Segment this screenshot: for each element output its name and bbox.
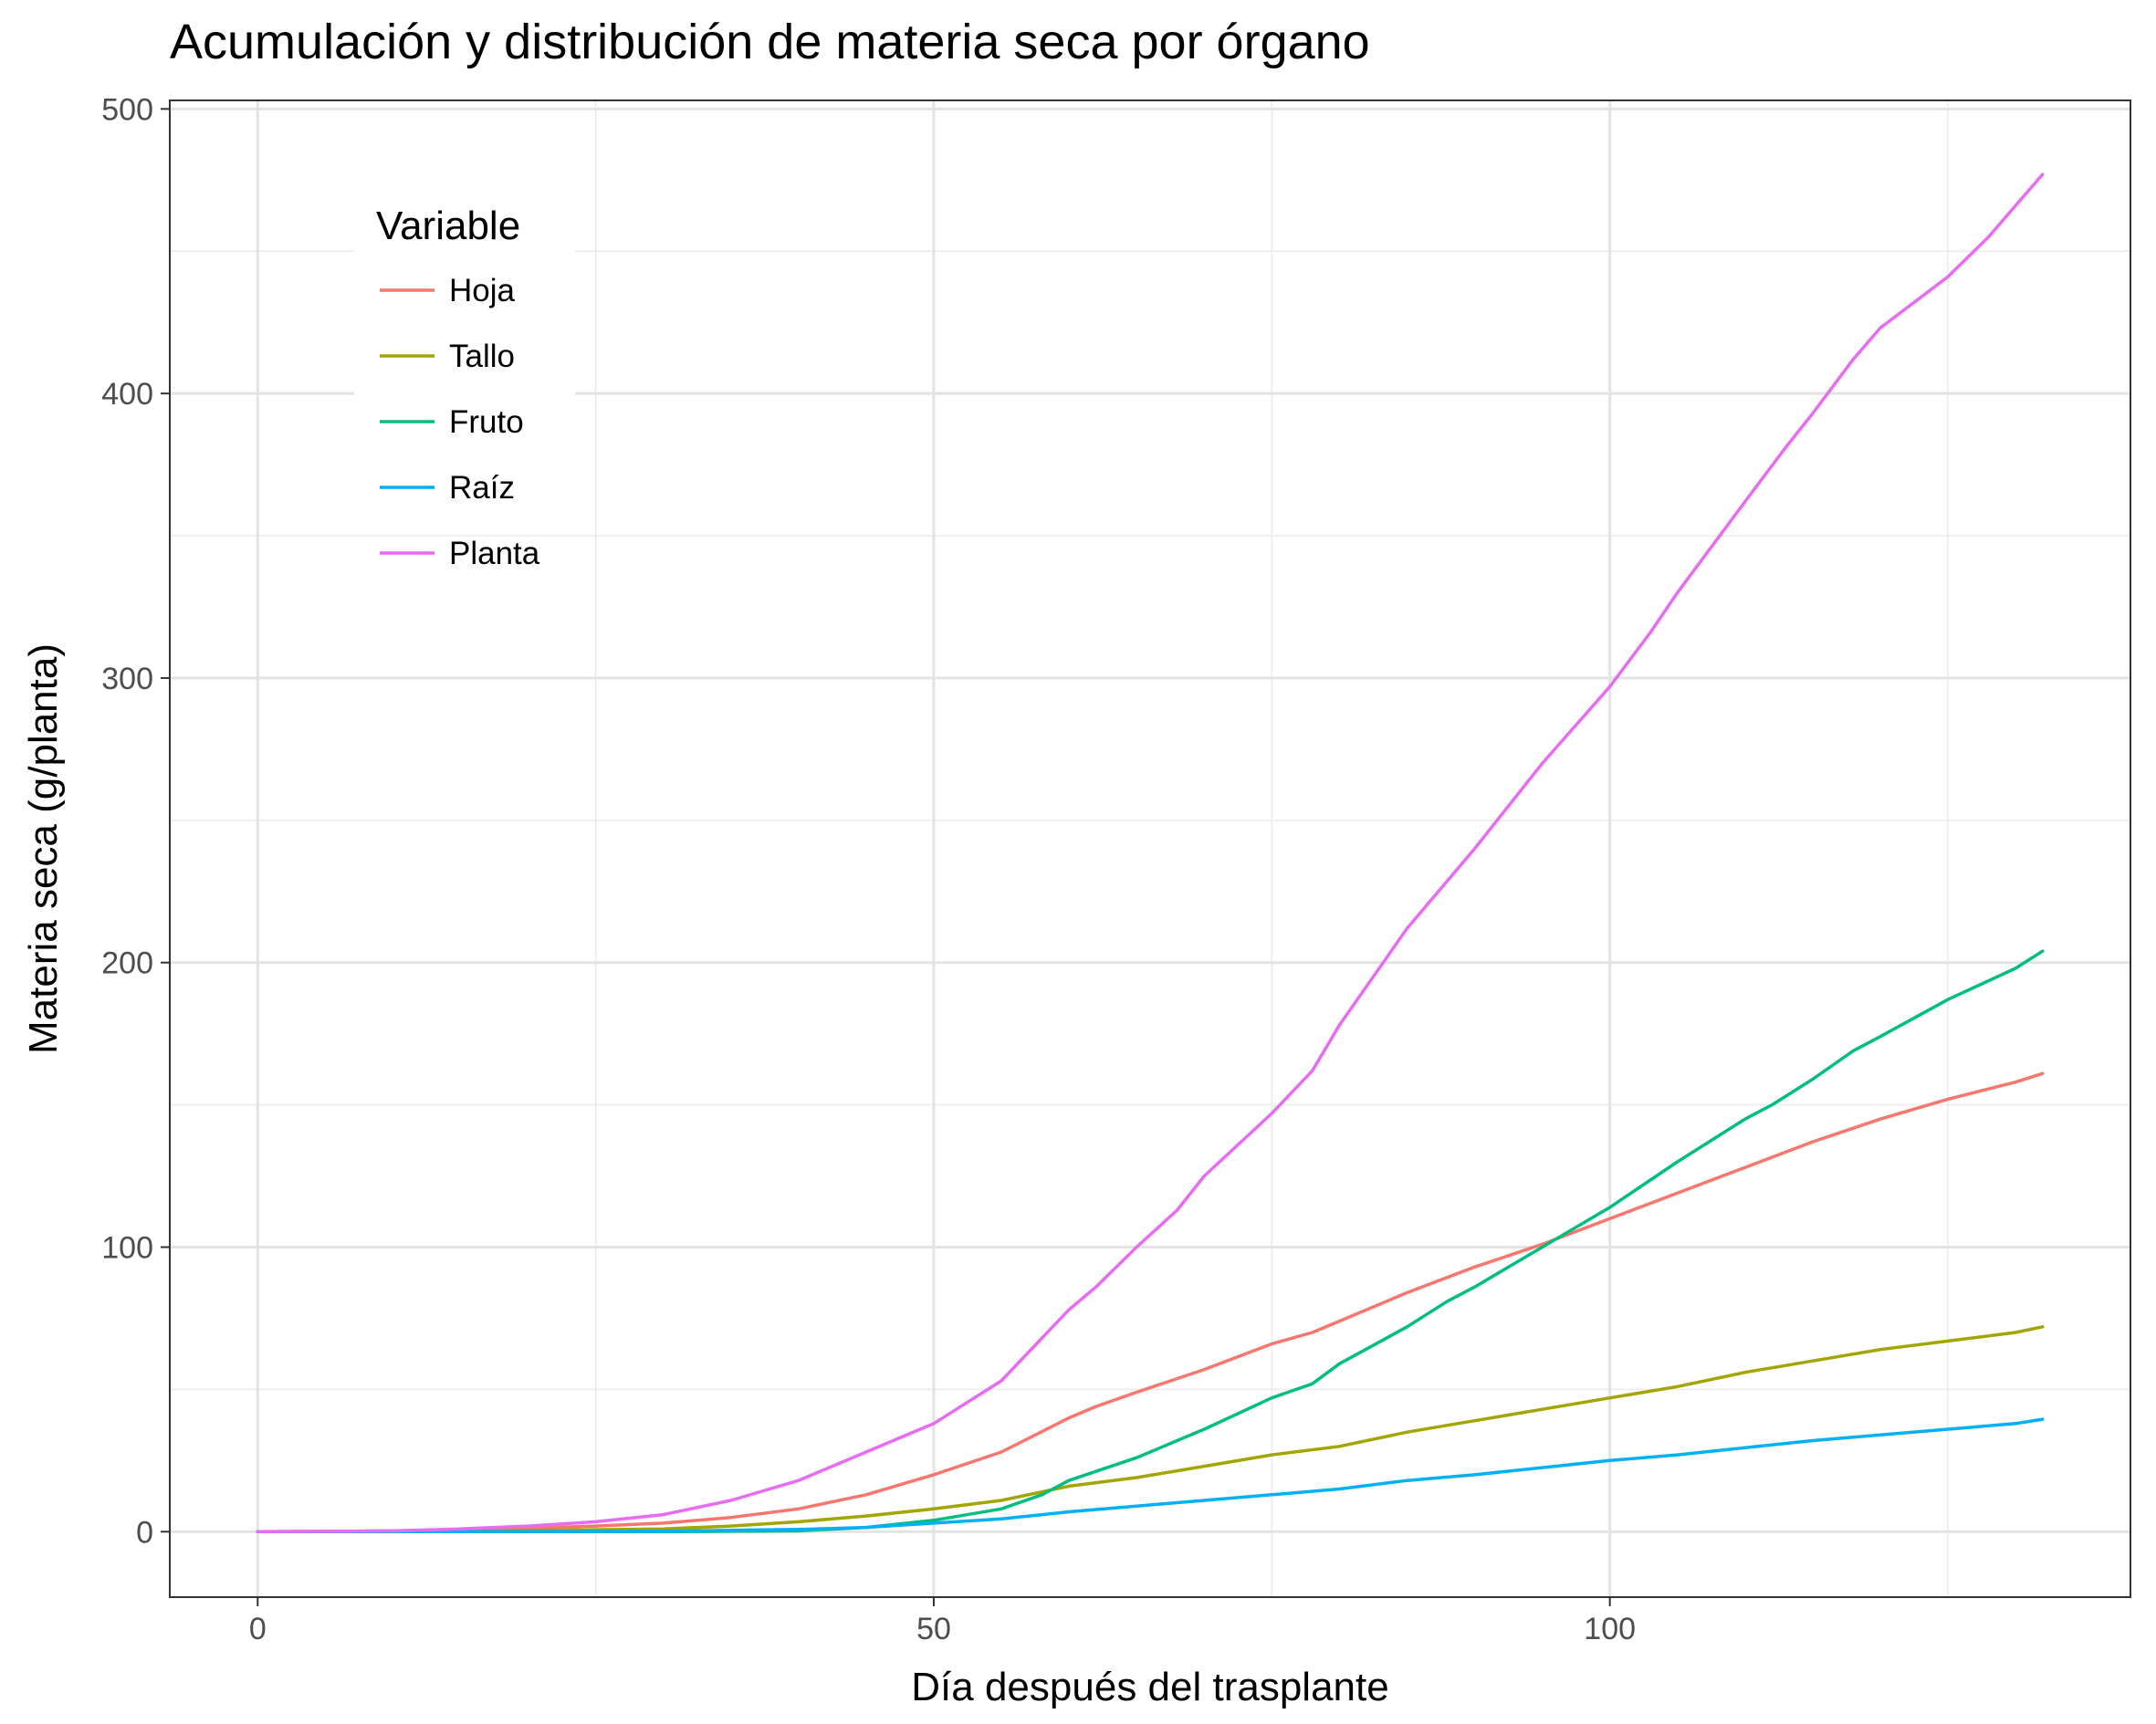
y-tick-label: 100 bbox=[101, 1231, 153, 1266]
y-tick-label: 400 bbox=[101, 377, 153, 412]
axes: 0 100 200 300 400 500 0 50 100 bbox=[101, 92, 1636, 1646]
legend-label: Raíz bbox=[449, 470, 515, 506]
legend-label: Fruto bbox=[449, 404, 524, 440]
chart-title: Acumulación y distribución de materia se… bbox=[170, 15, 1370, 69]
y-tick-label: 500 bbox=[101, 92, 153, 127]
series-line-hoja bbox=[256, 1071, 2045, 1534]
series-line-tallo bbox=[256, 1325, 2045, 1534]
legend-label: Planta bbox=[449, 536, 540, 571]
legend-title: Variable bbox=[376, 204, 520, 248]
x-tick-label: 100 bbox=[1584, 1612, 1636, 1646]
legend-item-raíz: Raíz bbox=[380, 470, 515, 506]
y-tick-label: 200 bbox=[101, 946, 153, 981]
panel-border bbox=[169, 99, 2131, 1598]
series-line-planta bbox=[256, 172, 2045, 1534]
y-tick-label: 0 bbox=[136, 1515, 153, 1550]
legend-item-fruto: Fruto bbox=[380, 404, 524, 440]
legend-items: Hoja Tallo Fruto Raíz Planta bbox=[380, 273, 540, 571]
y-tick-label: 300 bbox=[101, 662, 153, 696]
legend-label: Tallo bbox=[449, 339, 515, 374]
series-lines bbox=[256, 172, 2045, 1534]
x-tick-label: 0 bbox=[249, 1612, 267, 1646]
legend: Variable Hoja Tallo Fruto Raíz Planta bbox=[354, 183, 575, 571]
legend-item-planta: Planta bbox=[380, 536, 540, 571]
legend-item-hoja: Hoja bbox=[380, 273, 516, 308]
y-axis-title: Materia seca (g/planta) bbox=[21, 643, 66, 1054]
x-axis-title: Día después del trasplante bbox=[911, 1665, 1388, 1709]
x-tick-label: 50 bbox=[916, 1612, 951, 1646]
grid bbox=[170, 100, 2130, 1597]
series-line-raíz bbox=[256, 1417, 2045, 1534]
legend-label: Hoja bbox=[449, 273, 516, 308]
legend-item-tallo: Tallo bbox=[380, 339, 515, 374]
